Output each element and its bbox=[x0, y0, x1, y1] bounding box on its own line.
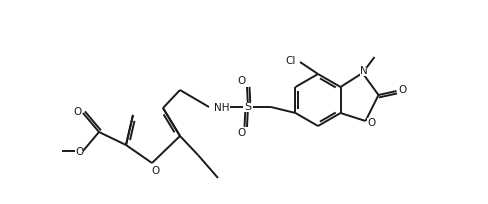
Text: O: O bbox=[152, 166, 160, 176]
Text: NH: NH bbox=[214, 103, 229, 113]
Text: N: N bbox=[360, 66, 367, 76]
Text: O: O bbox=[398, 85, 407, 95]
Text: O: O bbox=[367, 118, 376, 128]
Text: O: O bbox=[238, 128, 246, 138]
Text: O: O bbox=[238, 76, 246, 86]
Text: S: S bbox=[244, 102, 251, 112]
Text: O: O bbox=[75, 147, 83, 157]
Text: Cl: Cl bbox=[286, 56, 296, 66]
Text: O: O bbox=[74, 107, 82, 117]
